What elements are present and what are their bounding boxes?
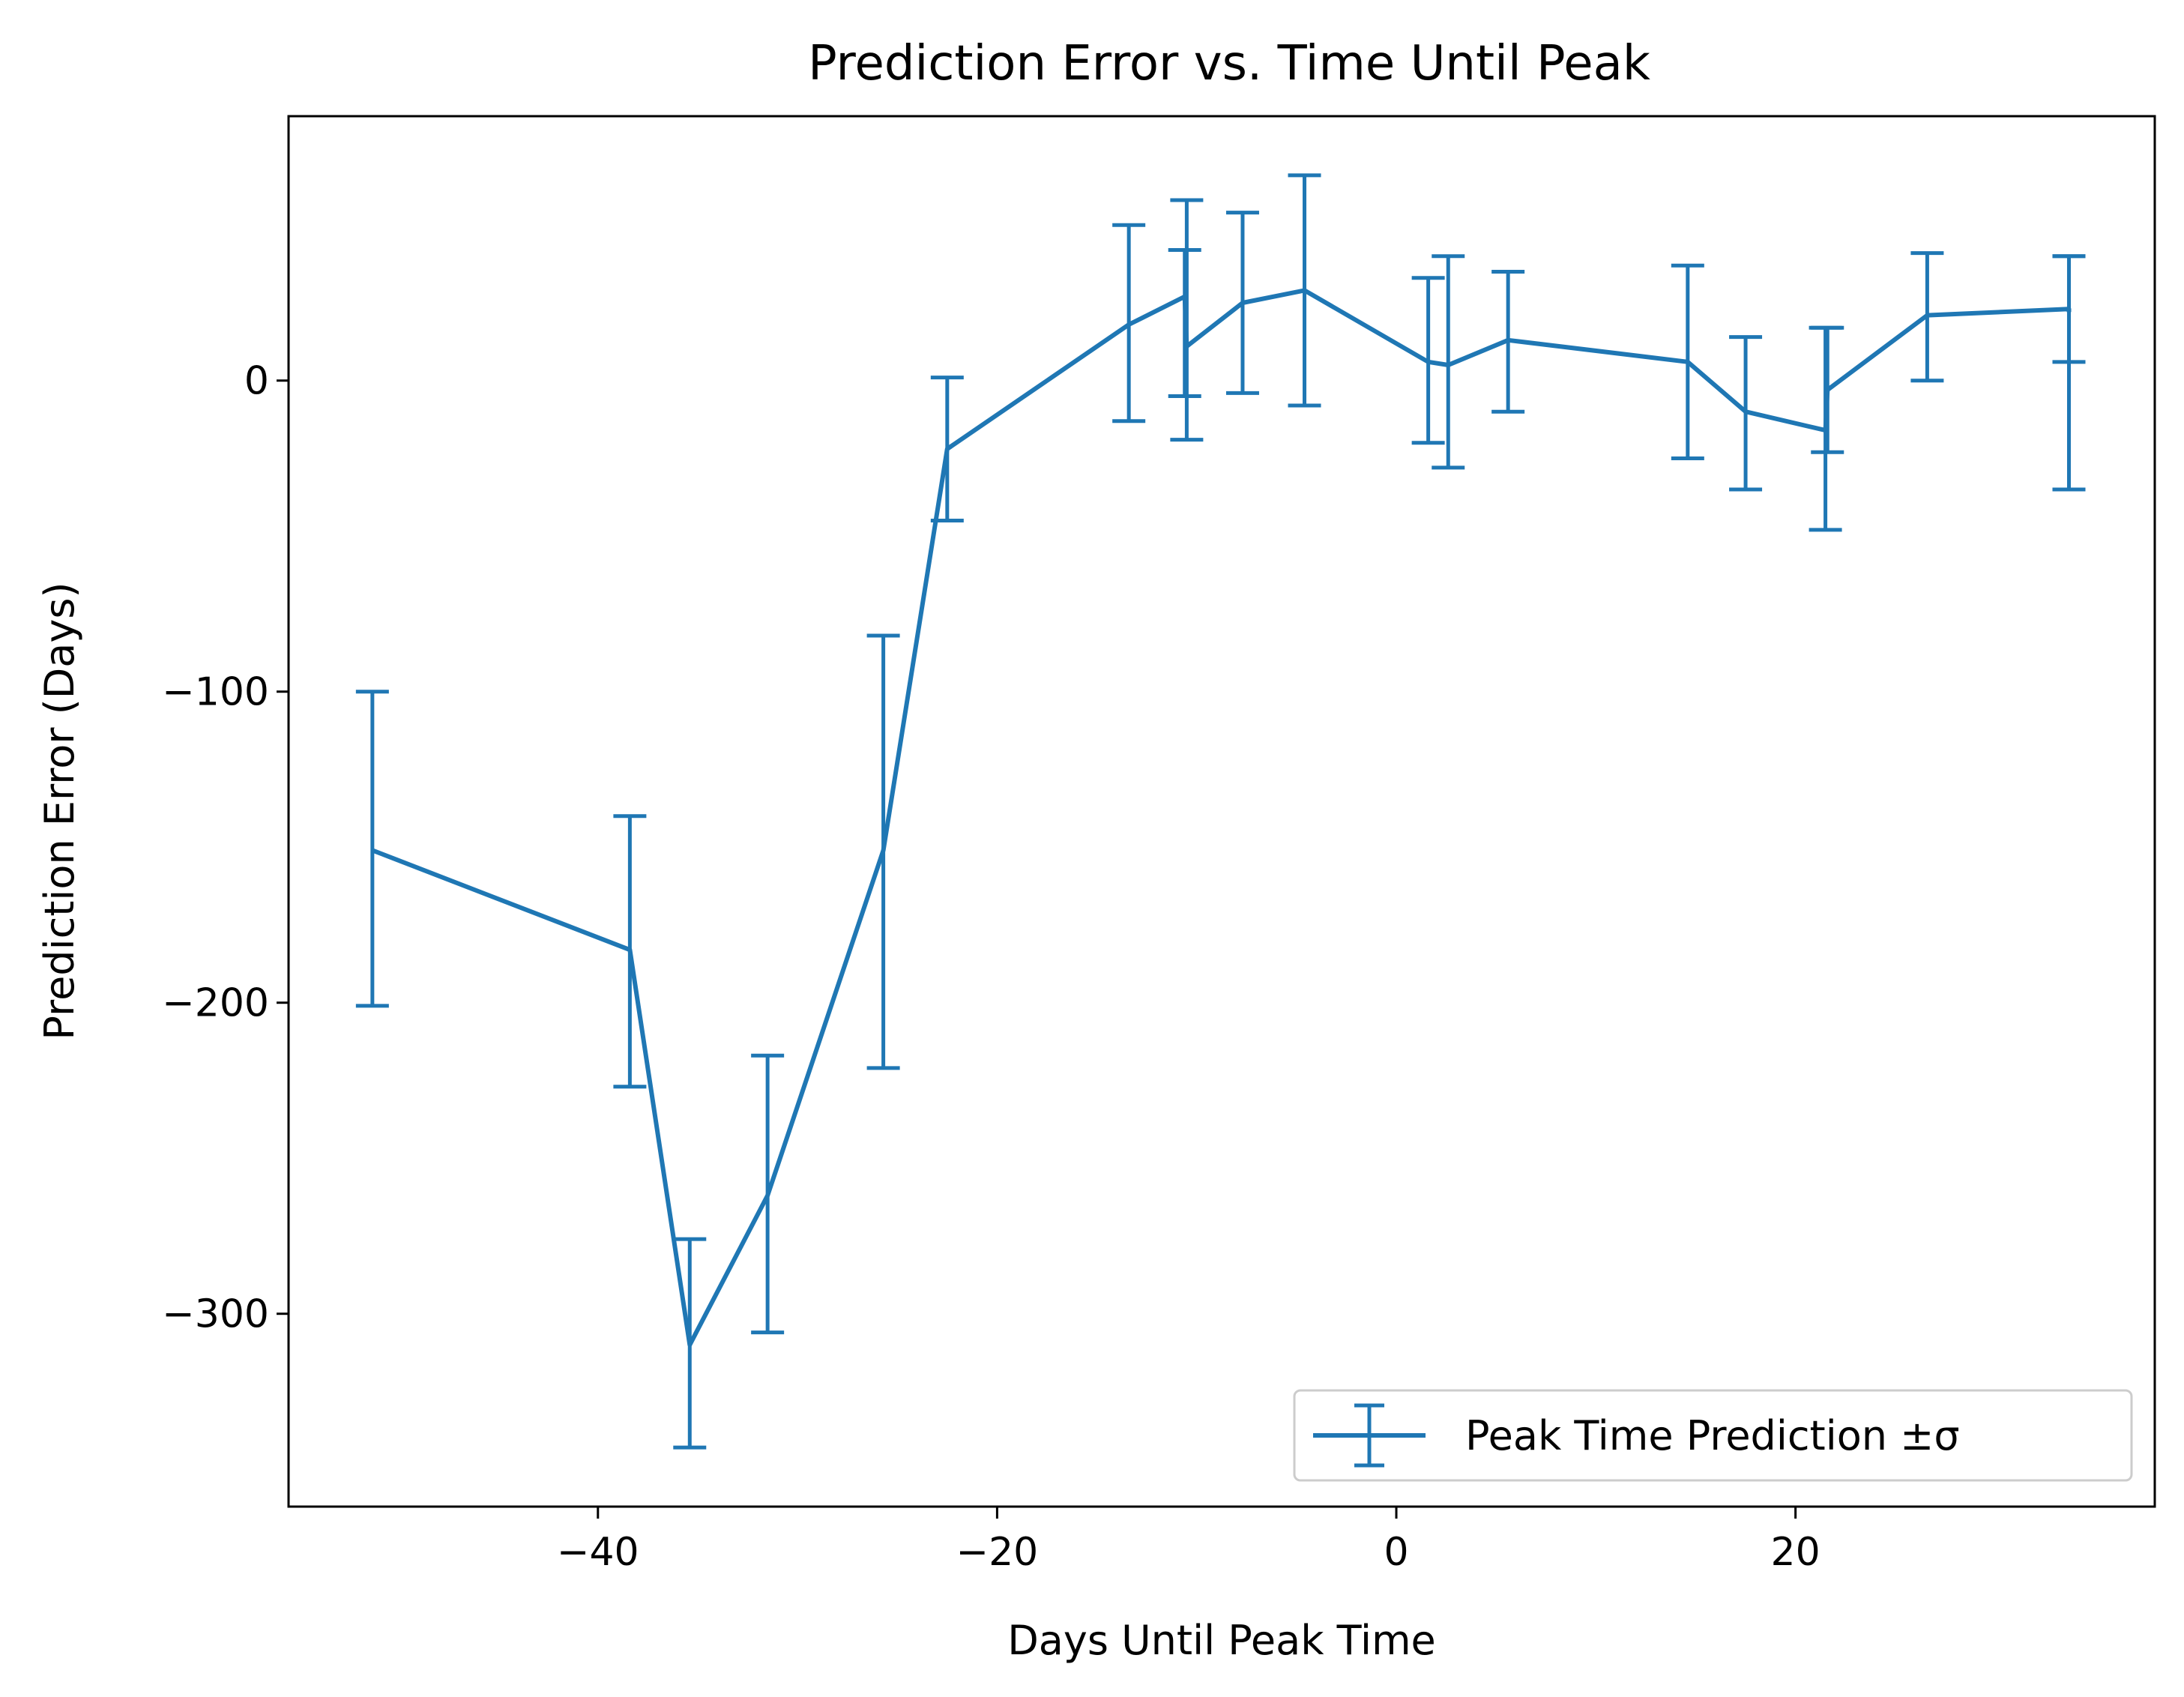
y-tick-label: −200 [162,981,269,1026]
series-layer [355,173,2086,1450]
y-axis-label: Prediction Error (Days) [36,582,83,1040]
legend: Peak Time Prediction ±σ [1293,1389,2133,1482]
plot-area-frame [287,115,2156,1508]
x-tick-label: 0 [1384,1530,1408,1575]
x-tick-label: −40 [557,1530,639,1575]
chart-title: Prediction Error vs. Time Until Peak [808,36,1650,91]
y-tick-label: −100 [162,670,269,715]
x-tick-label: 20 [1771,1530,1820,1575]
legend-box [1293,1389,2133,1482]
y-tick-label: −300 [162,1292,269,1337]
y-axis-ticks: 0 −100 −200 −300 [162,359,289,1337]
x-axis-label: Days Until Peak Time [1007,1617,1436,1664]
y-tick-label: 0 [244,359,269,404]
x-axis-ticks: −40 −20 0 20 [557,1507,1820,1575]
x-tick-label: −20 [956,1530,1039,1575]
legend-label: Peak Time Prediction ±σ [1465,1412,1960,1459]
